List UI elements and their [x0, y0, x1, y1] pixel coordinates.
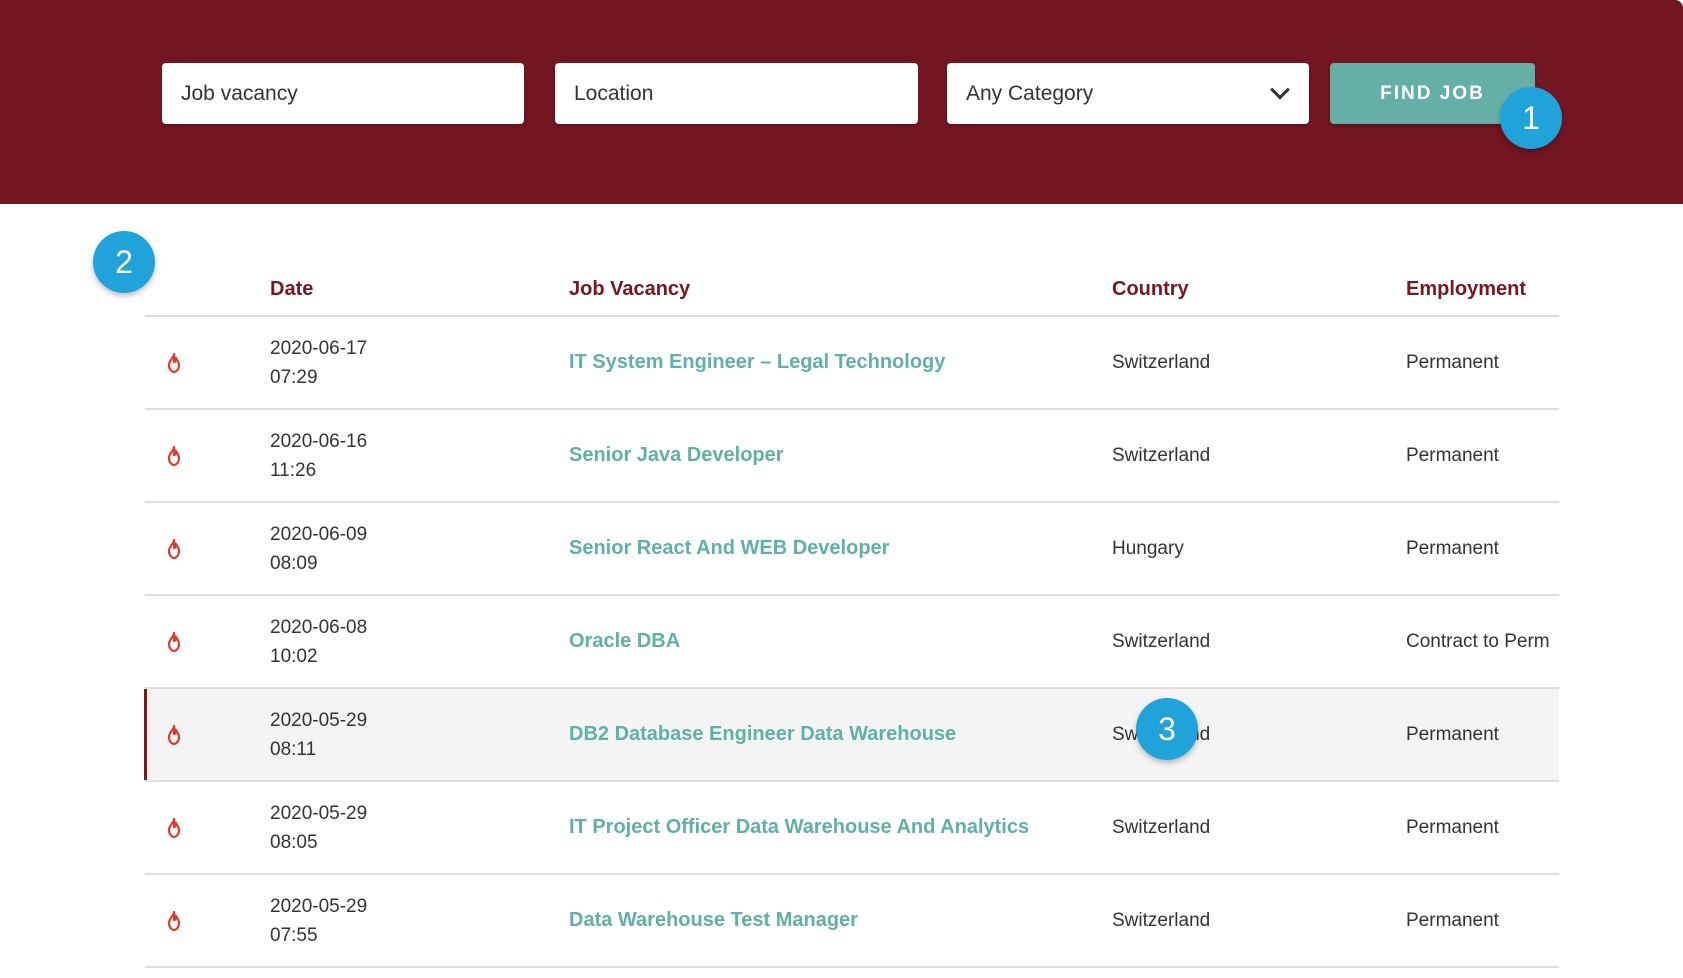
- annotation-marker-1: 1: [1500, 87, 1562, 149]
- time-text: 08:09: [270, 552, 318, 574]
- header-employment[interactable]: Employment: [1406, 278, 1527, 300]
- fire-icon: [166, 875, 182, 966]
- date-cell: 2020-05-29 08:05: [270, 782, 367, 873]
- category-selected-value: Any Category: [966, 81, 1094, 105]
- date-cell: 2020-06-16 11:26: [270, 410, 367, 501]
- time-text: 07:55: [270, 924, 318, 946]
- table-body: 2020-06-17 07:29 IT System Engineer – Le…: [144, 317, 1559, 968]
- time-text: 11:26: [270, 459, 317, 481]
- country-text: Switzerland: [1112, 352, 1211, 373]
- job-cell: Data Warehouse Test Manager: [569, 875, 858, 966]
- annotation-marker-3: 3: [1136, 698, 1198, 760]
- job-title-link[interactable]: Senior Java Developer: [569, 444, 784, 466]
- job-cell: Senior React And WEB Developer: [569, 503, 889, 594]
- date-text: 2020-06-08: [270, 616, 368, 638]
- table-header: Date Job Vacancy Country Employment: [145, 265, 1559, 317]
- search-hero: Any Category FIND JOB: [0, 0, 1683, 204]
- job-title-link[interactable]: Data Warehouse Test Manager: [569, 909, 858, 931]
- fire-icon: [166, 503, 182, 594]
- time-text: 08:11: [270, 738, 317, 760]
- employment-text: Permanent: [1406, 445, 1499, 466]
- header-date[interactable]: Date: [270, 278, 314, 300]
- location-input[interactable]: [574, 63, 918, 124]
- date-text: 2020-06-16: [270, 430, 368, 452]
- job-vacancy-field[interactable]: [162, 63, 524, 124]
- table-row[interactable]: 2020-06-16 11:26 Senior Java Developer S…: [145, 410, 1559, 503]
- date-cell: 2020-06-08 10:02: [270, 596, 367, 687]
- fire-icon: [166, 596, 182, 687]
- date-cell: 2020-06-17 07:29: [270, 317, 367, 408]
- category-select[interactable]: Any Category: [947, 63, 1309, 124]
- date-text: 2020-06-09: [270, 523, 368, 545]
- fire-icon: [166, 317, 182, 408]
- table-row[interactable]: 2020-06-17 07:29 IT System Engineer – Le…: [145, 317, 1559, 410]
- table-row[interactable]: 2020-05-29 08:05 IT Project Officer Data…: [145, 782, 1559, 875]
- time-text: 07:29: [270, 366, 318, 388]
- annotation-marker-2: 2: [93, 231, 155, 293]
- job-cell: IT Project Officer Data Warehouse And An…: [569, 782, 1029, 873]
- job-title-link[interactable]: IT Project Officer Data Warehouse And An…: [569, 816, 1030, 838]
- date-cell: 2020-05-29 08:11: [270, 689, 367, 780]
- job-cell: Senior Java Developer: [569, 410, 784, 501]
- country-text: Switzerland: [1112, 817, 1211, 838]
- job-title-link[interactable]: Senior React And WEB Developer: [569, 537, 890, 559]
- date-text: 2020-05-29: [270, 709, 368, 731]
- job-cell: DB2 Database Engineer Data Warehouse: [569, 689, 956, 780]
- job-cell: Oracle DBA: [569, 596, 680, 687]
- fire-icon: [166, 782, 182, 873]
- header-job-vacancy[interactable]: Job Vacancy: [569, 278, 691, 300]
- location-field[interactable]: [555, 63, 918, 124]
- employment-text: Permanent: [1406, 817, 1499, 838]
- job-vacancy-input[interactable]: [181, 63, 524, 124]
- country-text: Hungary: [1112, 538, 1184, 559]
- country-text: Switzerland: [1112, 631, 1211, 652]
- employment-text: Permanent: [1406, 724, 1499, 745]
- country-text: Switzerland: [1112, 910, 1211, 931]
- job-title-link[interactable]: Oracle DBA: [569, 630, 681, 652]
- job-cell: IT System Engineer – Legal Technology: [569, 317, 945, 408]
- employment-text: Permanent: [1406, 910, 1499, 931]
- find-job-button[interactable]: FIND JOB: [1330, 63, 1535, 124]
- date-cell: 2020-05-29 07:55: [270, 875, 367, 966]
- table-row[interactable]: 2020-06-08 10:02 Oracle DBA Switzerland …: [145, 596, 1559, 689]
- employment-text: Contract to Perm: [1406, 631, 1550, 652]
- time-text: 10:02: [270, 645, 318, 667]
- table-row[interactable]: 2020-05-29 07:55 Data Warehouse Test Man…: [145, 875, 1559, 968]
- date-cell: 2020-06-09 08:09: [270, 503, 367, 594]
- employment-text: Permanent: [1406, 352, 1499, 373]
- employment-text: Permanent: [1406, 538, 1499, 559]
- date-text: 2020-06-17: [270, 337, 368, 359]
- chevron-down-icon: [1270, 79, 1290, 100]
- table-row[interactable]: 2020-05-29 08:11 DB2 Database Engineer D…: [144, 689, 1559, 782]
- time-text: 08:05: [270, 831, 318, 853]
- country-text: Switzerland: [1112, 445, 1211, 466]
- date-text: 2020-05-29: [270, 895, 368, 917]
- job-title-link[interactable]: DB2 Database Engineer Data Warehouse: [569, 723, 957, 745]
- job-title-link[interactable]: IT System Engineer – Legal Technology: [569, 351, 946, 373]
- fire-icon: [166, 689, 182, 780]
- date-text: 2020-05-29: [270, 802, 368, 824]
- job-table: Date Job Vacancy Country Employment 2020…: [144, 265, 1559, 968]
- table-row[interactable]: 2020-06-09 08:09 Senior React And WEB De…: [145, 503, 1559, 596]
- fire-icon: [166, 410, 182, 501]
- header-country[interactable]: Country: [1112, 278, 1189, 300]
